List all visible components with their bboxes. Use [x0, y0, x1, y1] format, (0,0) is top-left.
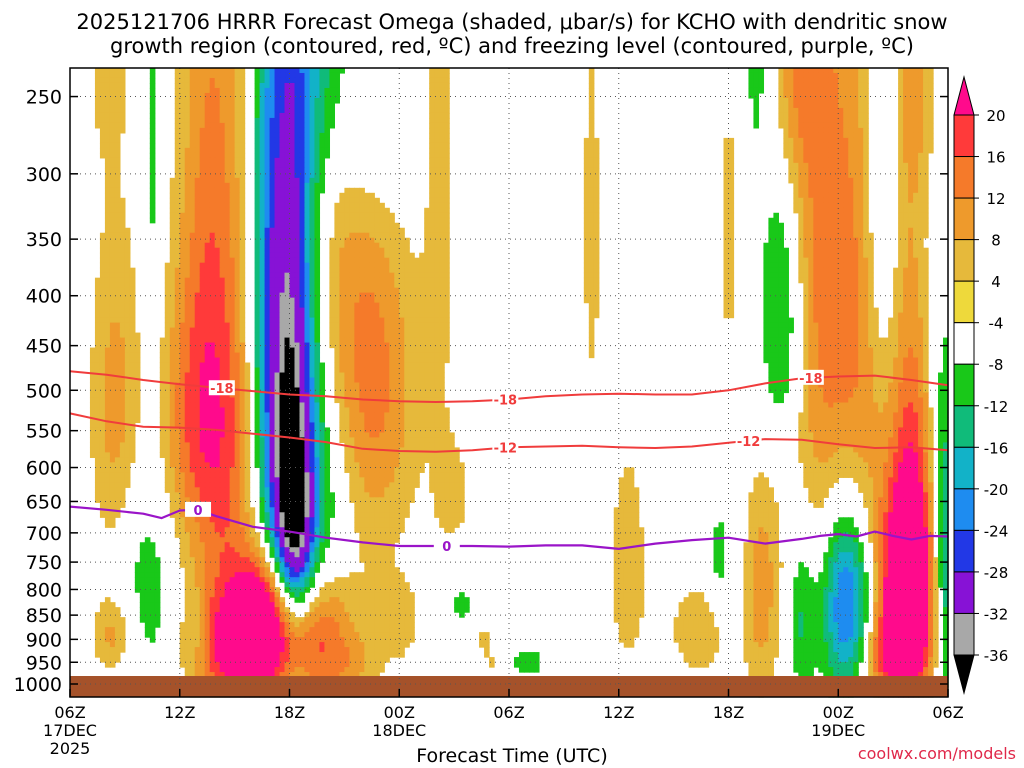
- colorbar-bottom-arrow: [953, 654, 975, 695]
- x-tick-label-4: 06Z: [493, 703, 524, 722]
- contour-label-minus12: -12: [494, 442, 518, 457]
- x-axis-title: Forecast Time (UTC): [416, 745, 608, 767]
- y-tick-label-750: 750: [26, 552, 62, 574]
- chart-title-line-1: 2025121706 HRRR Forecast Omega (shaded, …: [76, 10, 948, 34]
- colorbar-label-4: 4: [991, 273, 1001, 291]
- y-tick-label-300: 300: [26, 164, 62, 186]
- colorbar-label-9: -20: [984, 481, 1009, 499]
- x-tick-year-0: 2025: [50, 739, 91, 758]
- y-tick-label-550: 550: [26, 421, 62, 443]
- colorbar-box-5: [953, 322, 975, 365]
- colorbar-box-10: [953, 529, 975, 573]
- colorbar-label-1: 16: [986, 149, 1005, 167]
- y-tick-label-500: 500: [26, 380, 62, 402]
- contour-label-freezing: 0: [442, 540, 451, 555]
- y-tick-label-600: 600: [26, 458, 62, 480]
- colorbar-box-4: [953, 280, 975, 324]
- colorbar-box-7: [953, 405, 975, 448]
- credit-link[interactable]: coolwx.com/models: [857, 744, 1016, 763]
- colorbar-box-11: [953, 571, 975, 614]
- y-tick-label-450: 450: [26, 336, 62, 358]
- x-tick-label-5: 12Z: [603, 703, 634, 722]
- x-tick-date-0: 17DEC: [43, 721, 97, 740]
- y-tick-label-950: 950: [26, 652, 62, 674]
- y-tick-label-900: 900: [26, 629, 62, 651]
- colorbar-label-11: -28: [984, 564, 1009, 582]
- colorbar-label-2: 12: [986, 190, 1005, 208]
- colorbar-label-6: -8: [989, 356, 1004, 374]
- colorbar-box-8: [953, 446, 975, 490]
- colorbar-box-3: [953, 239, 975, 282]
- x-tick-label-1: 12Z: [164, 703, 195, 722]
- contour-label-minus18: -18: [210, 382, 234, 397]
- contour-label-freezing: 0: [194, 504, 203, 519]
- colorbar-label-13: -36: [984, 647, 1009, 665]
- chart-title-line-2: growth region (contoured, red, ºC) and f…: [110, 34, 914, 58]
- colorbar-label-0: 20: [986, 107, 1005, 125]
- contour-label-minus18: -18: [799, 372, 823, 387]
- colorbar-box-6: [953, 363, 975, 407]
- x-tick-label-3: 00Z: [384, 703, 415, 722]
- x-tick-label-8: 06Z: [932, 703, 963, 722]
- contour-label-minus18: -18: [494, 394, 518, 409]
- colorbar-label-12: -32: [984, 605, 1009, 623]
- x-tick-label-2: 18Z: [274, 703, 305, 722]
- contour-label-minus12: -12: [737, 435, 761, 450]
- colorbar: 20 16 12 8 4 -4 -8 -12 -16 -20 -24 -28 -32 -36: [953, 75, 1009, 695]
- colorbar-box-12: [953, 612, 975, 656]
- y-tick-label-800: 800: [26, 579, 62, 601]
- y-tick-label-400: 400: [26, 286, 62, 308]
- colorbar-label-8: -16: [984, 439, 1009, 457]
- colorbar-top-arrow: [953, 75, 975, 116]
- colorbar-label-7: -12: [984, 398, 1009, 416]
- x-tick-label-7: 00Z: [823, 703, 854, 722]
- colorbar-box-2: [953, 197, 975, 241]
- omega-shaded-field: [89, 68, 949, 698]
- y-tick-label-650: 650: [26, 491, 62, 513]
- x-tick-label-6: 18Z: [713, 703, 744, 722]
- colorbar-label-3: 8: [991, 232, 1001, 250]
- colorbar-box-9: [953, 488, 975, 531]
- x-tick-date-3: 18DEC: [372, 721, 426, 740]
- colorbar-box-1: [953, 156, 975, 199]
- y-tick-label-350: 350: [26, 229, 62, 251]
- colorbar-label-5: -4: [989, 315, 1004, 333]
- y-tick-label-850: 850: [26, 605, 62, 627]
- y-tick-label-250: 250: [26, 87, 62, 109]
- colorbar-label-10: -24: [984, 522, 1009, 540]
- y-tick-label-700: 700: [26, 523, 62, 545]
- x-tick-label-0: 06Z: [54, 703, 85, 722]
- x-tick-date-7: 19DEC: [811, 721, 865, 740]
- y-tick-label-1000: 1000: [14, 674, 62, 696]
- colorbar-box-0: [953, 114, 975, 158]
